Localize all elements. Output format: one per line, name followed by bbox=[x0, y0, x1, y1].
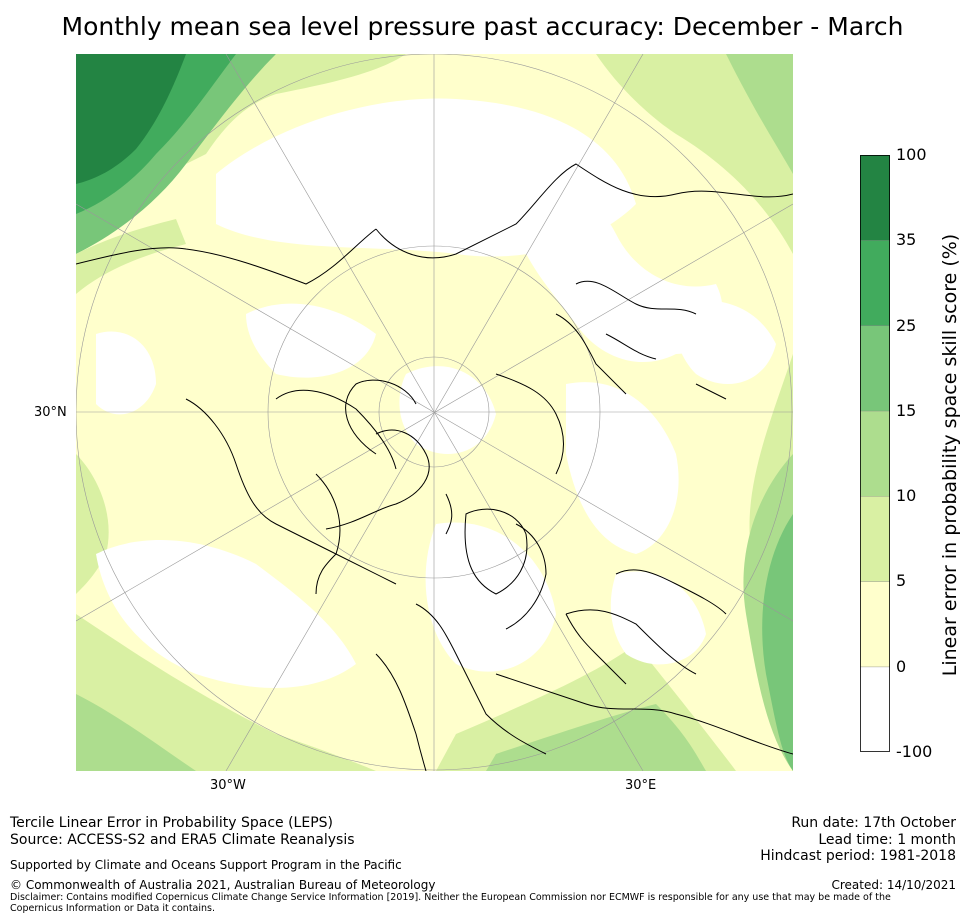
run-date: Run date: 17th October bbox=[791, 815, 956, 831]
longitude-label-30e: 30°E bbox=[625, 778, 657, 793]
footer-copyright: © Commonwealth of Australia 2021, Austra… bbox=[10, 878, 436, 892]
colorbar-bin-35-to-100 bbox=[860, 155, 890, 241]
colorbar-bin-15-to-25 bbox=[860, 325, 890, 411]
footer-support: Supported by Climate and Oceans Support … bbox=[10, 858, 402, 872]
colorbar-tick-label: 35 bbox=[896, 230, 917, 250]
colorbar-tick-label: 10 bbox=[896, 486, 917, 506]
colorbar-bin-5-to-10 bbox=[860, 496, 890, 582]
colorbar-title: Linear error in probability space skill … bbox=[939, 233, 961, 677]
graticule bbox=[76, 54, 793, 771]
colorbar-bin-0-to-5 bbox=[860, 581, 890, 667]
colorbar-tick-label: 5 bbox=[896, 571, 907, 591]
colorbar-tick-label: 0 bbox=[896, 656, 907, 676]
colorbar-bin-25-to-35 bbox=[860, 240, 890, 326]
hindcast-period: Hindcast period: 1981-2018 bbox=[760, 848, 956, 864]
footer-source: Source: ACCESS-S2 and ERA5 Climate Reana… bbox=[10, 832, 355, 848]
lead-time: Lead time: 1 month bbox=[818, 832, 956, 848]
longitude-label-30w: 30°W bbox=[210, 778, 246, 793]
map-panel bbox=[76, 54, 793, 771]
colorbar-bin-10-to-15 bbox=[860, 410, 890, 497]
colorbar bbox=[860, 155, 890, 752]
coastlines bbox=[76, 163, 793, 771]
footer-leps-label: Tercile Linear Error in Probability Spac… bbox=[10, 815, 333, 831]
colorbar-tick-label: 15 bbox=[896, 400, 917, 420]
colorbar-tick-label: 100 bbox=[896, 145, 927, 164]
colorbar-tick-label: 25 bbox=[896, 315, 917, 335]
chart-title: Monthly mean sea level pressure past acc… bbox=[61, 12, 904, 41]
created-date: Created: 14/10/2021 bbox=[831, 878, 956, 892]
latitude-label-30n: 30°N bbox=[34, 405, 67, 420]
footer-disclaimer: Disclaimer: Contains modified Copernicus… bbox=[10, 892, 891, 914]
skill-score-field bbox=[76, 54, 793, 771]
colorbar-bin--100-to-0 bbox=[860, 666, 890, 752]
colorbar-tick-label: -100 bbox=[896, 742, 933, 761]
